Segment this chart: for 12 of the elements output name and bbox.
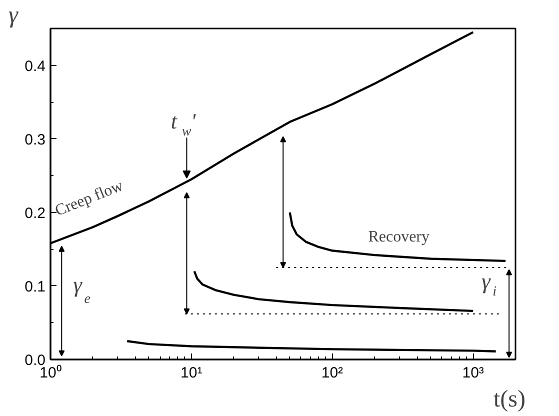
x-axis-title: t(s): [494, 386, 526, 412]
x-tick-label: 10⁰: [40, 364, 62, 382]
y-tick-label: 0.2: [24, 204, 46, 222]
annotation: Creep flow: [52, 177, 126, 220]
y-tick-label: 0.3: [24, 131, 46, 148]
x-tick-label: 10²: [321, 364, 344, 382]
y-tick-label: 0.1: [24, 278, 46, 296]
y-tick-label: 0.4: [24, 58, 46, 75]
x-tick-label: 10³: [462, 364, 484, 382]
x-tick-label: 10¹: [180, 364, 202, 382]
annotation: Recovery: [368, 228, 430, 246]
y-axis-title: γ: [8, 2, 18, 28]
